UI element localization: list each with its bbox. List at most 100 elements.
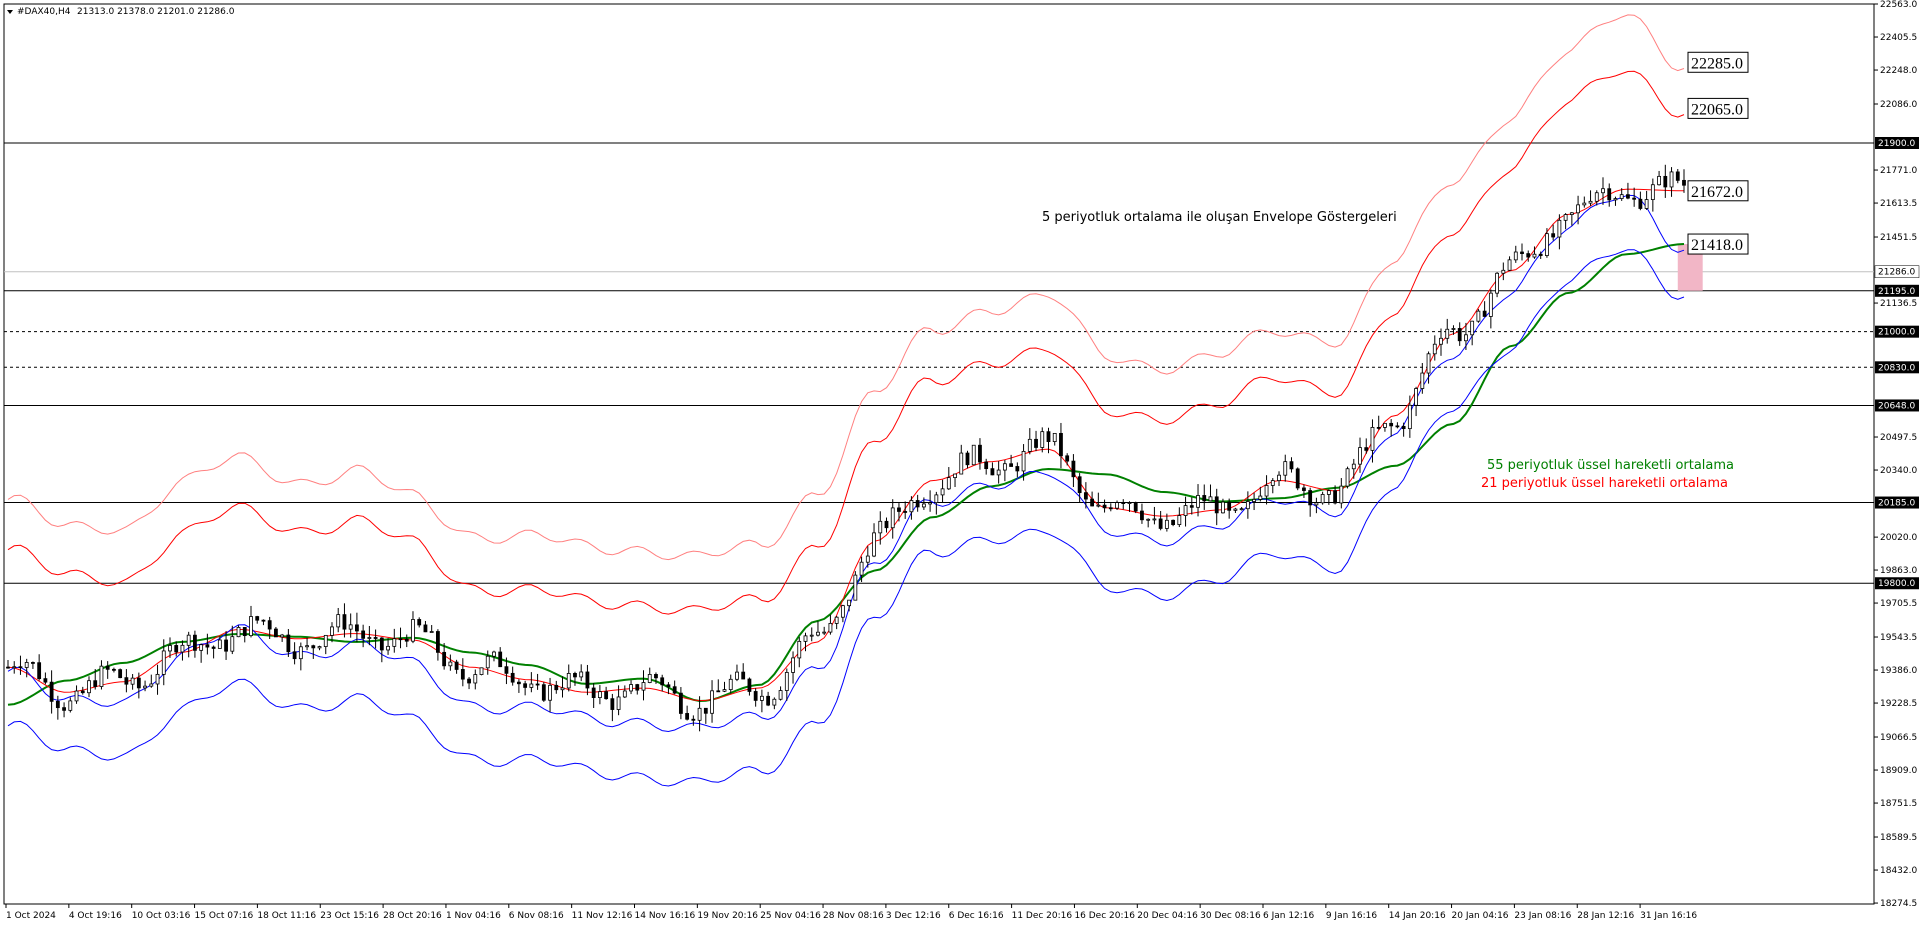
candle-body xyxy=(323,634,328,647)
candle-body xyxy=(436,631,440,653)
candle-body xyxy=(847,599,852,607)
candle-body xyxy=(423,624,428,633)
candle-body xyxy=(604,691,609,700)
candle-body xyxy=(1644,199,1649,209)
callout-box xyxy=(1687,233,1749,255)
level-label-box xyxy=(1875,361,1919,374)
y-tick-label: 19543.5 xyxy=(1880,633,1917,643)
candle-body xyxy=(1601,188,1605,194)
x-tick-label: 18 Oct 11:16 xyxy=(257,911,316,921)
candle-body xyxy=(1140,510,1144,521)
x-tick-label: 31 Jan 16:16 xyxy=(1640,911,1697,921)
candle-body xyxy=(1513,251,1518,261)
y-tick-label: 22563.0 xyxy=(1880,0,1917,10)
candle-body xyxy=(99,665,104,687)
candle-body xyxy=(274,628,278,638)
candle-body xyxy=(1401,425,1406,430)
callout-label: 21672.0 xyxy=(1691,184,1743,201)
x-tick-label: 6 Dec 16:16 xyxy=(949,911,1004,921)
candle-body xyxy=(1021,450,1026,472)
candle-body xyxy=(1127,502,1132,504)
candle-body xyxy=(647,674,652,683)
candle-body xyxy=(728,678,733,691)
candle-body xyxy=(921,503,926,508)
x-tick-label: 28 Jan 12:16 xyxy=(1577,911,1634,921)
candle-body xyxy=(1264,485,1269,497)
candle-body xyxy=(629,684,633,692)
candle-body xyxy=(597,691,602,698)
candle-body xyxy=(1302,487,1306,491)
x-tick-label: 23 Jan 08:16 xyxy=(1514,911,1571,921)
candlesticks xyxy=(6,164,1686,732)
candle-body xyxy=(1339,485,1344,504)
candle-body xyxy=(1239,508,1244,511)
candle-body xyxy=(803,635,808,642)
candle-body xyxy=(903,511,908,513)
candle-body xyxy=(292,651,297,660)
candle-body xyxy=(1557,219,1562,238)
symbol-label: #DAX40,H4 xyxy=(17,7,71,17)
candle-body xyxy=(722,689,727,692)
candle-body xyxy=(93,680,98,687)
candle-body xyxy=(1009,463,1014,467)
candle-body xyxy=(554,684,559,691)
candle-body xyxy=(1071,460,1076,478)
candle-body xyxy=(43,678,48,683)
candle-body xyxy=(242,627,247,637)
candle-body xyxy=(404,638,409,642)
x-tick-label: 20 Jan 04:16 xyxy=(1452,911,1509,921)
x-tick-label: 11 Nov 12:16 xyxy=(572,911,633,921)
y-axis: 22563.0 22405.5 22248.0 22086.0 21771.0 21613… xyxy=(1874,0,1917,909)
x-tick-label: 19 Nov 20:16 xyxy=(697,911,758,921)
candle-body xyxy=(1133,502,1138,512)
candle-body xyxy=(417,619,422,626)
candle-body xyxy=(1432,343,1437,355)
callout-label: 21418.0 xyxy=(1691,237,1743,254)
level-label-box xyxy=(1875,496,1919,509)
candle-body xyxy=(971,444,976,466)
candle-body xyxy=(80,690,85,694)
candle-body xyxy=(1526,253,1531,258)
candle-body xyxy=(735,671,739,680)
candle-body xyxy=(990,468,995,476)
level-label-box xyxy=(1875,325,1919,338)
candle-body xyxy=(1632,197,1637,200)
candle-body xyxy=(660,677,665,686)
candle-body xyxy=(68,700,73,711)
candle-body xyxy=(573,673,577,678)
candle-body xyxy=(622,690,627,698)
candle-body xyxy=(1046,431,1051,443)
symbol-dropdown-icon[interactable] xyxy=(7,10,13,14)
candle-body xyxy=(1520,251,1524,254)
candle-body xyxy=(199,644,204,651)
candle-body xyxy=(460,669,465,680)
candle-body xyxy=(1407,404,1412,430)
candle-body xyxy=(965,452,970,466)
candle-body xyxy=(498,651,503,668)
callout-label: 22285.0 xyxy=(1691,55,1743,72)
candle-body xyxy=(1270,480,1275,486)
candle-body xyxy=(1464,334,1468,342)
candle-body xyxy=(890,507,895,529)
candle-body xyxy=(915,500,920,508)
candle-body xyxy=(996,469,1001,476)
candle-body xyxy=(1208,496,1213,502)
candle-body xyxy=(703,707,708,714)
candle-body xyxy=(1358,447,1362,465)
candle-body xyxy=(1582,202,1587,206)
candle-body xyxy=(205,644,210,648)
candle-body xyxy=(355,624,359,632)
x-axis: 1 Oct 2024 4 Oct 19:16 10 Oct 03:16 15 Oct … xyxy=(5,904,1697,921)
candle-body xyxy=(168,645,172,652)
candle-body xyxy=(940,488,945,496)
envelope-line xyxy=(7,14,1685,561)
candle-body xyxy=(485,655,490,669)
candle-body xyxy=(1613,198,1618,201)
candle-body xyxy=(386,645,390,651)
candle-body xyxy=(286,634,291,653)
candle-body xyxy=(211,646,216,649)
y-tick-label: 21136.5 xyxy=(1880,299,1917,309)
candle-body xyxy=(348,624,353,630)
